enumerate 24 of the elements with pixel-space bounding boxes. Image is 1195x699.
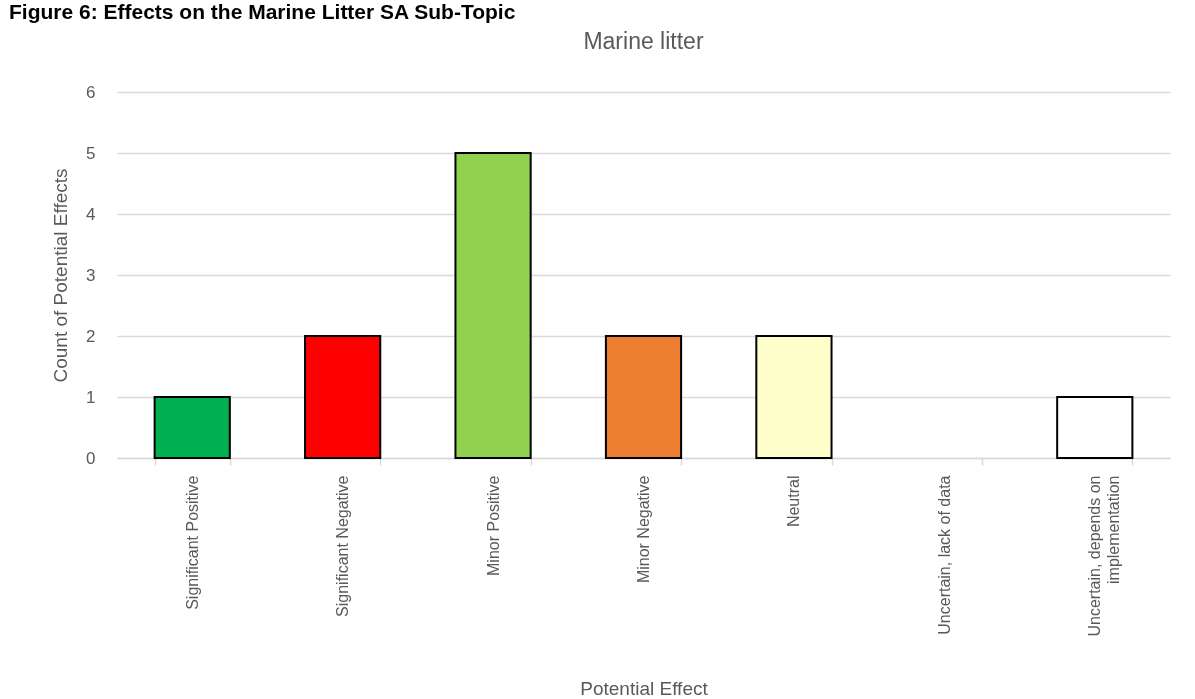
y-axis-title: Count of Potential Effects <box>49 168 71 383</box>
x-tick-label: Uncertain, lack of data <box>935 475 953 635</box>
x-tick-label: Significant Negative <box>334 475 352 617</box>
y-tick-label: 4 <box>86 204 96 224</box>
y-tick-label: 6 <box>86 82 96 102</box>
x-tick-label: Minor Negative <box>635 475 652 584</box>
y-tick-label: 3 <box>86 265 96 285</box>
bar <box>454 152 532 459</box>
bar <box>755 335 833 459</box>
bar <box>153 396 231 459</box>
x-axis-title: Potential Effect <box>580 677 709 699</box>
y-tick-label: 1 <box>86 387 96 407</box>
bar <box>604 335 683 459</box>
bar <box>304 335 382 459</box>
y-tick-label: 0 <box>86 448 96 468</box>
x-tick-label: Uncertain, depends on implementation <box>1086 475 1123 637</box>
y-tick-label: 2 <box>86 326 96 346</box>
bar <box>1056 396 1134 459</box>
chart-title: Marine litter <box>583 28 704 54</box>
caption: Figure 6: Effects on the Marine Litter SA Sub-Topic <box>9 0 516 23</box>
x-tick-label: Neutral <box>785 475 803 528</box>
y-tick-label: 5 <box>86 143 96 163</box>
x-tick-label: Significant Positive <box>183 475 201 610</box>
x-tick-label: Minor Positive <box>484 475 502 576</box>
